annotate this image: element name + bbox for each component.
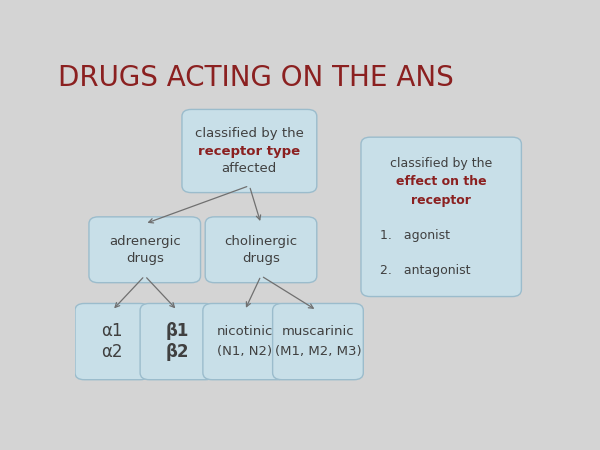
Text: cholinergic: cholinergic (224, 234, 298, 248)
FancyBboxPatch shape (75, 303, 149, 380)
FancyBboxPatch shape (89, 217, 200, 283)
Text: muscarinic: muscarinic (281, 325, 354, 338)
Text: 1.   agonist: 1. agonist (380, 229, 449, 242)
Text: affected: affected (222, 162, 277, 175)
FancyBboxPatch shape (140, 303, 215, 380)
Text: receptor type: receptor type (199, 144, 301, 158)
FancyBboxPatch shape (182, 109, 317, 193)
FancyBboxPatch shape (361, 137, 521, 297)
Text: DRUGS ACTING ON THE ANS: DRUGS ACTING ON THE ANS (58, 64, 454, 92)
Text: (N1, N2): (N1, N2) (217, 346, 272, 359)
Text: classified by the: classified by the (195, 127, 304, 140)
Text: α2: α2 (101, 343, 123, 361)
Text: drugs: drugs (126, 252, 164, 265)
Text: receptor: receptor (411, 194, 471, 207)
FancyBboxPatch shape (205, 217, 317, 283)
Text: (M1, M2, M3): (M1, M2, M3) (275, 346, 361, 359)
Text: β2: β2 (166, 343, 189, 361)
Text: 2.   antagonist: 2. antagonist (380, 264, 470, 277)
Text: drugs: drugs (242, 252, 280, 265)
Text: α1: α1 (101, 322, 123, 340)
Text: nicotinic: nicotinic (217, 325, 273, 338)
FancyBboxPatch shape (203, 303, 287, 380)
Text: classified by the: classified by the (390, 157, 493, 170)
FancyBboxPatch shape (272, 303, 364, 380)
Text: β1: β1 (166, 322, 189, 340)
Text: effect on the: effect on the (396, 176, 487, 189)
Text: adrenergic: adrenergic (109, 234, 181, 248)
